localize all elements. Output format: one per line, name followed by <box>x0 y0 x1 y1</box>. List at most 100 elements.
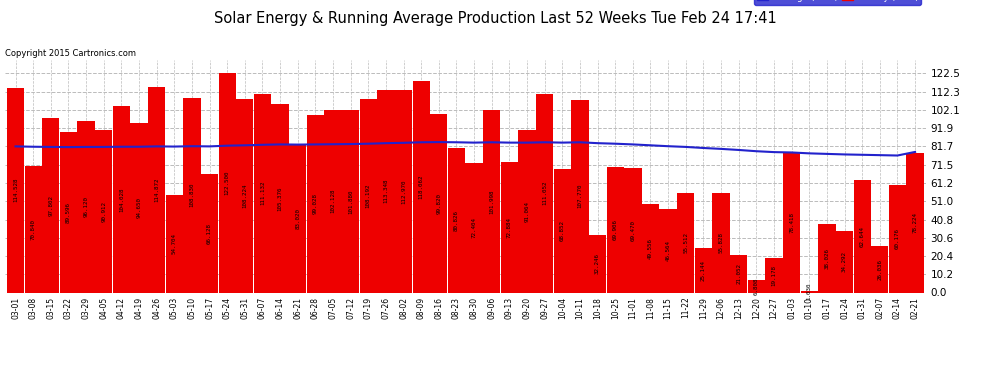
Text: 101.880: 101.880 <box>348 189 353 214</box>
Text: Solar Energy & Running Average Production Last 52 Weeks Tue Feb 24 17:41: Solar Energy & Running Average Productio… <box>214 11 776 26</box>
Bar <box>695 248 712 292</box>
Bar <box>607 168 624 292</box>
Bar <box>747 280 765 292</box>
Bar <box>871 246 888 292</box>
Text: 21.052: 21.052 <box>737 263 742 284</box>
Text: 34.292: 34.292 <box>842 251 847 272</box>
Text: 112.970: 112.970 <box>401 179 406 204</box>
Text: 78.418: 78.418 <box>789 212 794 233</box>
Text: 114.872: 114.872 <box>154 177 159 202</box>
Text: 46.564: 46.564 <box>665 240 670 261</box>
Bar <box>907 153 924 292</box>
Text: 99.820: 99.820 <box>437 193 442 214</box>
Bar <box>483 110 500 292</box>
Text: 99.028: 99.028 <box>313 194 318 214</box>
Bar <box>659 209 677 292</box>
Text: 80.826: 80.826 <box>454 210 459 231</box>
Text: 54.704: 54.704 <box>172 233 177 254</box>
Bar <box>25 166 42 292</box>
Bar <box>307 116 324 292</box>
Bar <box>219 74 236 292</box>
Text: 38.026: 38.026 <box>825 248 830 269</box>
Bar <box>237 99 253 292</box>
Text: 122.500: 122.500 <box>225 171 230 195</box>
Text: 114.528: 114.528 <box>13 178 18 203</box>
Text: 107.770: 107.770 <box>577 184 582 209</box>
Bar <box>113 106 130 292</box>
Text: 90.912: 90.912 <box>101 201 106 222</box>
Bar <box>625 168 642 292</box>
Bar <box>59 132 77 292</box>
Bar <box>359 99 377 292</box>
Text: 66.128: 66.128 <box>207 223 212 244</box>
Text: 94.650: 94.650 <box>137 197 142 218</box>
Bar <box>765 258 783 292</box>
Text: 97.802: 97.802 <box>49 195 53 216</box>
Bar <box>801 291 818 292</box>
Text: 26.036: 26.036 <box>877 259 882 280</box>
Text: 108.192: 108.192 <box>365 183 371 208</box>
Text: 68.852: 68.852 <box>559 220 565 242</box>
Text: 55.512: 55.512 <box>683 232 688 254</box>
Text: 89.596: 89.596 <box>66 202 71 223</box>
Bar <box>201 174 218 292</box>
Bar <box>571 100 589 292</box>
Text: 83.020: 83.020 <box>295 208 300 229</box>
Bar <box>95 130 113 292</box>
Bar <box>889 185 906 292</box>
Bar <box>818 225 836 292</box>
Text: 108.830: 108.830 <box>189 183 194 207</box>
Text: 49.556: 49.556 <box>648 238 653 259</box>
Bar <box>43 118 59 292</box>
Bar <box>519 130 536 292</box>
Bar <box>183 98 201 292</box>
Bar <box>447 148 465 292</box>
Text: 55.828: 55.828 <box>719 232 724 253</box>
Text: 118.062: 118.062 <box>419 175 424 199</box>
Bar <box>836 231 853 292</box>
Text: 108.224: 108.224 <box>243 183 248 208</box>
Bar <box>642 204 659 292</box>
Text: 111.052: 111.052 <box>543 181 547 206</box>
Text: 32.246: 32.246 <box>595 253 600 274</box>
Legend: Average (kWh), Weekly (kWh): Average (kWh), Weekly (kWh) <box>754 0 921 4</box>
Text: 60.176: 60.176 <box>895 228 900 249</box>
Bar <box>553 170 571 292</box>
Text: 91.064: 91.064 <box>525 201 530 222</box>
Bar <box>77 121 95 292</box>
Text: 72.404: 72.404 <box>471 217 476 238</box>
Text: 72.884: 72.884 <box>507 217 512 238</box>
Text: Copyright 2015 Cartronics.com: Copyright 2015 Cartronics.com <box>5 49 136 58</box>
Text: 78.224: 78.224 <box>913 212 918 233</box>
Bar <box>589 235 606 292</box>
Text: 105.376: 105.376 <box>277 186 282 210</box>
Bar <box>7 88 24 292</box>
Text: 1.030: 1.030 <box>807 283 812 300</box>
Text: 69.906: 69.906 <box>613 219 618 240</box>
Bar <box>730 255 747 292</box>
Bar <box>536 94 553 292</box>
Text: 102.128: 102.128 <box>331 189 336 213</box>
Bar <box>342 110 359 292</box>
Bar <box>165 195 183 292</box>
Bar <box>325 110 342 292</box>
Text: 104.028: 104.028 <box>119 187 124 212</box>
Bar <box>431 114 447 292</box>
Bar <box>677 193 694 292</box>
Text: 6.808: 6.808 <box>753 278 758 295</box>
Bar <box>713 193 730 292</box>
Text: 111.132: 111.132 <box>260 181 265 206</box>
Bar <box>853 180 871 292</box>
Text: 96.120: 96.120 <box>83 196 88 217</box>
Text: 101.998: 101.998 <box>489 189 494 213</box>
Bar <box>289 144 306 292</box>
Bar <box>395 90 412 292</box>
Bar <box>148 87 165 292</box>
Bar <box>131 123 148 292</box>
Text: 70.840: 70.840 <box>31 219 36 240</box>
Bar <box>783 152 800 292</box>
Bar <box>377 90 395 292</box>
Text: 62.644: 62.644 <box>859 226 864 247</box>
Bar <box>465 163 483 292</box>
Bar <box>413 81 430 292</box>
